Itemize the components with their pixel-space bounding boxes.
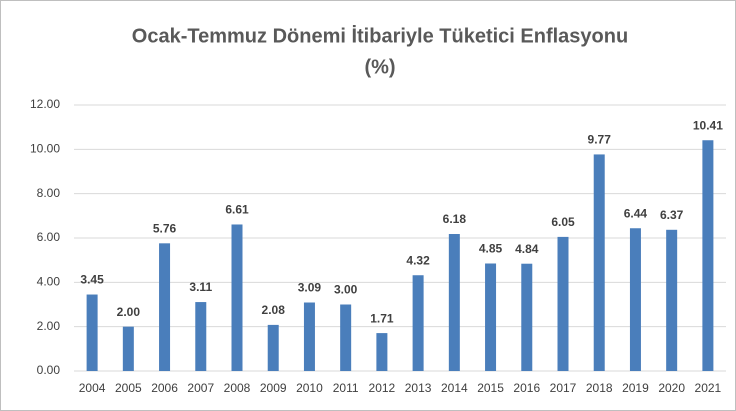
bar (448, 234, 460, 371)
y-tick-label: 12.00 (30, 97, 60, 111)
value-label: 2.00 (117, 305, 141, 319)
value-label: 4.32 (406, 253, 430, 267)
bar (412, 275, 424, 371)
y-tick-label: 10.00 (30, 142, 60, 156)
bar (485, 263, 497, 371)
bar (86, 294, 98, 371)
bar (159, 243, 171, 371)
bar (521, 263, 533, 371)
value-label: 6.61 (225, 203, 249, 217)
bar (122, 326, 134, 371)
x-tick-label: 2014 (441, 381, 468, 395)
y-tick-label: 2.00 (37, 319, 61, 333)
bar (231, 224, 243, 371)
x-tick-label: 2013 (405, 381, 432, 395)
bar (340, 304, 352, 371)
value-label: 3.45 (80, 273, 104, 287)
bar (593, 154, 605, 371)
y-tick-label: 6.00 (37, 230, 61, 244)
value-label: 6.44 (624, 206, 648, 220)
bar (303, 302, 315, 371)
value-label: 3.00 (334, 283, 358, 297)
value-label: 1.71 (370, 311, 394, 325)
value-label: 2.08 (262, 303, 286, 317)
x-tick-label: 2017 (550, 381, 577, 395)
x-tick-label: 2007 (187, 381, 214, 395)
value-label: 4.85 (479, 242, 503, 256)
x-tick-label: 2004 (79, 381, 106, 395)
value-label: 6.05 (551, 215, 575, 229)
bar (195, 302, 207, 371)
chart-title-unit: (%) (364, 56, 395, 78)
x-tick-label: 2008 (224, 381, 251, 395)
value-label: 6.37 (660, 208, 684, 222)
value-label: 6.18 (443, 212, 467, 226)
x-tick-label: 2019 (622, 381, 649, 395)
y-tick-label: 4.00 (37, 275, 61, 289)
chart-title: Ocak-Temmuz Dönemi İtibariyle Tüketici E… (132, 24, 628, 47)
value-label: 9.77 (588, 133, 612, 147)
value-label: 3.09 (298, 281, 322, 295)
x-tick-label: 2009 (260, 381, 287, 395)
x-tick-label: 2021 (695, 381, 722, 395)
bar (376, 333, 388, 371)
bar (557, 236, 569, 371)
x-tick-label: 2011 (333, 381, 359, 395)
x-tick-label: 2010 (296, 381, 323, 395)
bar (666, 229, 678, 371)
x-tick-label: 2015 (477, 381, 504, 395)
x-tick-label: 2016 (513, 381, 540, 395)
value-label: 3.11 (189, 280, 212, 294)
x-tick-label: 2005 (115, 381, 142, 395)
x-tick-label: 2020 (658, 381, 685, 395)
x-tick-label: 2018 (586, 381, 613, 395)
value-label: 10.41 (693, 118, 723, 132)
y-tick-label: 0.00 (37, 363, 61, 377)
x-tick-label: 2006 (151, 381, 178, 395)
bar (702, 140, 714, 371)
bar (629, 228, 641, 371)
y-tick-label: 8.00 (37, 186, 61, 200)
bar (267, 324, 279, 371)
x-tick-label: 2012 (369, 381, 396, 395)
value-label: 4.84 (515, 242, 539, 256)
value-label: 5.76 (153, 221, 177, 235)
